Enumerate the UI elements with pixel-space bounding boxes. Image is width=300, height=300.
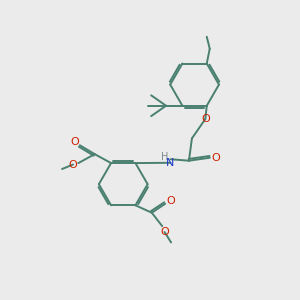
Text: H: H bbox=[161, 152, 169, 162]
Text: O: O bbox=[201, 114, 210, 124]
Text: O: O bbox=[211, 153, 220, 163]
Text: O: O bbox=[166, 196, 175, 206]
Text: N: N bbox=[166, 158, 175, 168]
Text: O: O bbox=[70, 137, 79, 147]
Text: O: O bbox=[160, 227, 169, 237]
Text: O: O bbox=[69, 160, 77, 170]
